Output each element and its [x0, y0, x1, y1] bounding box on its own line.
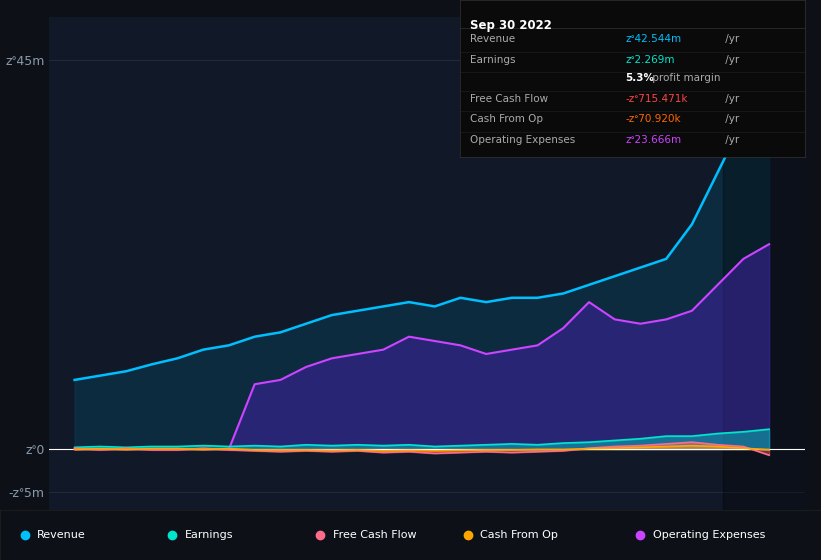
Text: Operating Expenses: Operating Expenses — [470, 134, 576, 144]
Text: Cash From Op: Cash From Op — [470, 114, 544, 124]
Text: Cash From Op: Cash From Op — [480, 530, 558, 540]
Text: Revenue: Revenue — [470, 34, 516, 44]
Text: Revenue: Revenue — [37, 530, 85, 540]
Bar — [723, 17, 805, 510]
Text: /yr: /yr — [722, 94, 739, 104]
Text: zᐤ42.544m: zᐤ42.544m — [626, 34, 681, 44]
Text: -zᐤ70.920k: -zᐤ70.920k — [626, 114, 681, 124]
Text: /yr: /yr — [722, 134, 739, 144]
Text: Free Cash Flow: Free Cash Flow — [333, 530, 416, 540]
Text: Sep 30 2022: Sep 30 2022 — [470, 19, 552, 32]
Text: /yr: /yr — [722, 114, 739, 124]
Text: zᐤ2.269m: zᐤ2.269m — [626, 54, 675, 64]
Text: /yr: /yr — [722, 54, 739, 64]
Text: /yr: /yr — [722, 34, 739, 44]
Text: Operating Expenses: Operating Expenses — [653, 530, 765, 540]
Text: 5.3%: 5.3% — [626, 73, 654, 83]
Text: -zᐤ715.471k: -zᐤ715.471k — [626, 94, 688, 104]
Text: zᐤ23.666m: zᐤ23.666m — [626, 134, 681, 144]
Text: profit margin: profit margin — [649, 73, 721, 83]
Text: Free Cash Flow: Free Cash Flow — [470, 94, 548, 104]
Text: Earnings: Earnings — [185, 530, 233, 540]
Text: Earnings: Earnings — [470, 54, 516, 64]
